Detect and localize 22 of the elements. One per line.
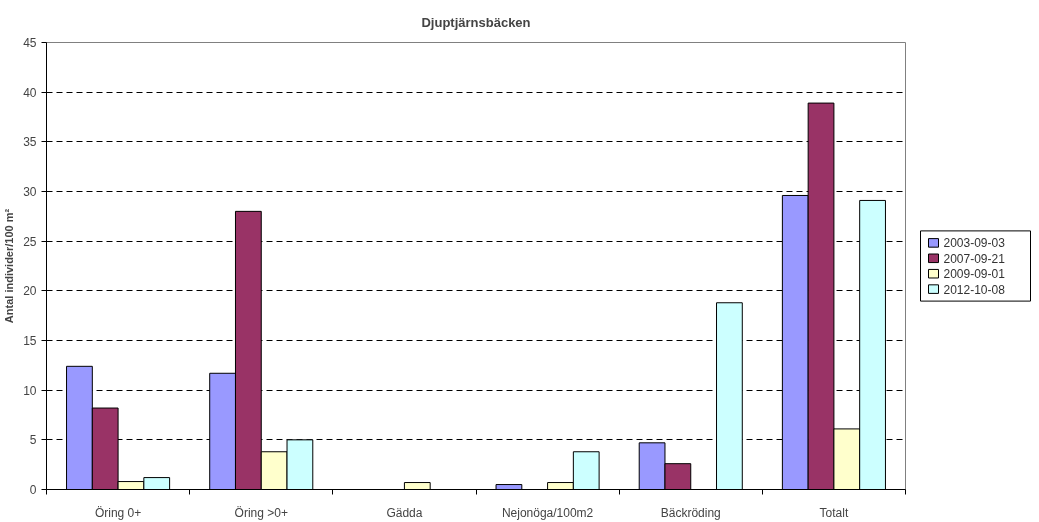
y-tick-label: 25 [23, 234, 37, 249]
x-tick-label: Nejonöga/100m2 [501, 505, 594, 520]
y-tick-label: 20 [23, 284, 37, 299]
y-tick-label: 45 [23, 36, 37, 50]
y-tick-label: 30 [23, 185, 37, 199]
y-tick-label: 0 [29, 483, 37, 497]
y-tick-label: 15 [23, 334, 37, 348]
chart-title: Djuptjärnsbäcken [421, 15, 531, 30]
y-tick-label: 5 [29, 433, 37, 448]
x-tick-label: Gädda [386, 505, 423, 520]
x-tick-label: Totalt [819, 505, 849, 520]
x-tick-label: Öring 0+ [94, 505, 142, 520]
y-tick-label: 35 [23, 135, 37, 150]
legend-label: 2012-10-08 [943, 282, 1006, 297]
y-tick-label: 10 [23, 383, 37, 398]
legend-label: 2007-09-21 [943, 251, 1006, 266]
legend-label: 2003-09-03 [943, 236, 1006, 251]
x-tick-label: Bäckröding [660, 505, 721, 520]
legend-label: 2009-09-01 [943, 267, 1006, 282]
x-tick-label: Öring >0+ [234, 505, 288, 520]
y-tick-label: 40 [23, 85, 37, 100]
y-axis-title: Antal individer/100 m² [3, 208, 16, 324]
